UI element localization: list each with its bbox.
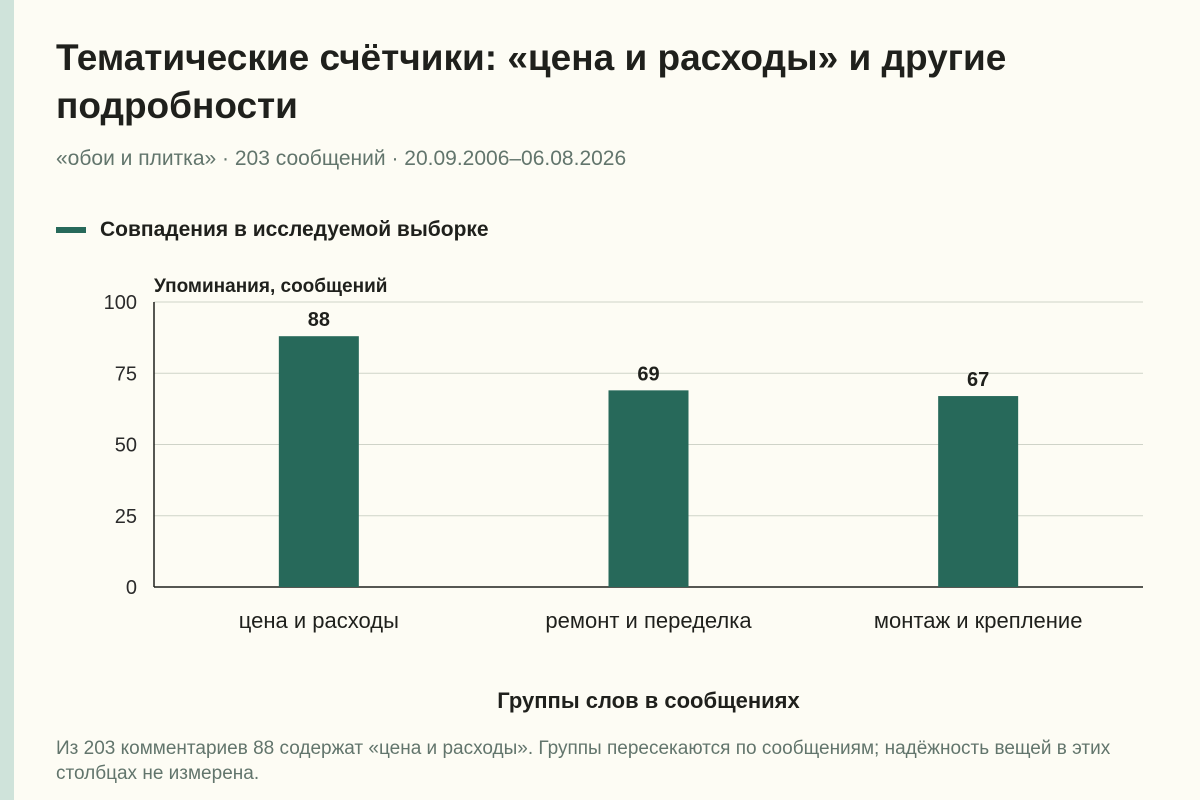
x-tick-label: монтаж и крепление: [874, 608, 1083, 633]
legend: Совпадения в исследуемой выборке: [56, 218, 489, 242]
bar-value-label: 69: [637, 363, 659, 385]
bar-chart: 0 25 50 75 100 Упоминания, сообщений 88 цена и …: [104, 276, 1143, 713]
x-tick-label: ремонт и переделка: [545, 608, 752, 633]
y-tick-label: 100: [104, 292, 137, 314]
bar-value-label: 88: [308, 309, 330, 331]
legend-swatch: [56, 227, 86, 233]
chart-subtitle: «обои и плитка» · 203 сообщений · 20.09.…: [56, 147, 627, 170]
y-tick-label: 25: [115, 506, 137, 528]
chart-title: Тематические счётчики: «цена и расходы» …: [56, 37, 1007, 126]
y-tick-label: 75: [115, 363, 137, 385]
x-axis-label: Группы слов в сообщениях: [497, 688, 800, 713]
y-tick-label: 50: [115, 435, 137, 457]
x-tick-label: цена и расходы: [239, 608, 399, 633]
legend-label: Совпадения в исследуемой выборке: [100, 218, 489, 241]
bar: [608, 390, 689, 587]
bar: [278, 336, 359, 587]
bar-value-label: 67: [967, 369, 989, 391]
side-accent-stripe: [0, 0, 14, 800]
footnote: Из 203 комментариев 88 содержат «цена и …: [56, 738, 1111, 784]
y-axis-label: Упоминания, сообщений: [154, 276, 387, 297]
bar: [938, 396, 1019, 587]
y-tick-label: 0: [126, 577, 137, 599]
